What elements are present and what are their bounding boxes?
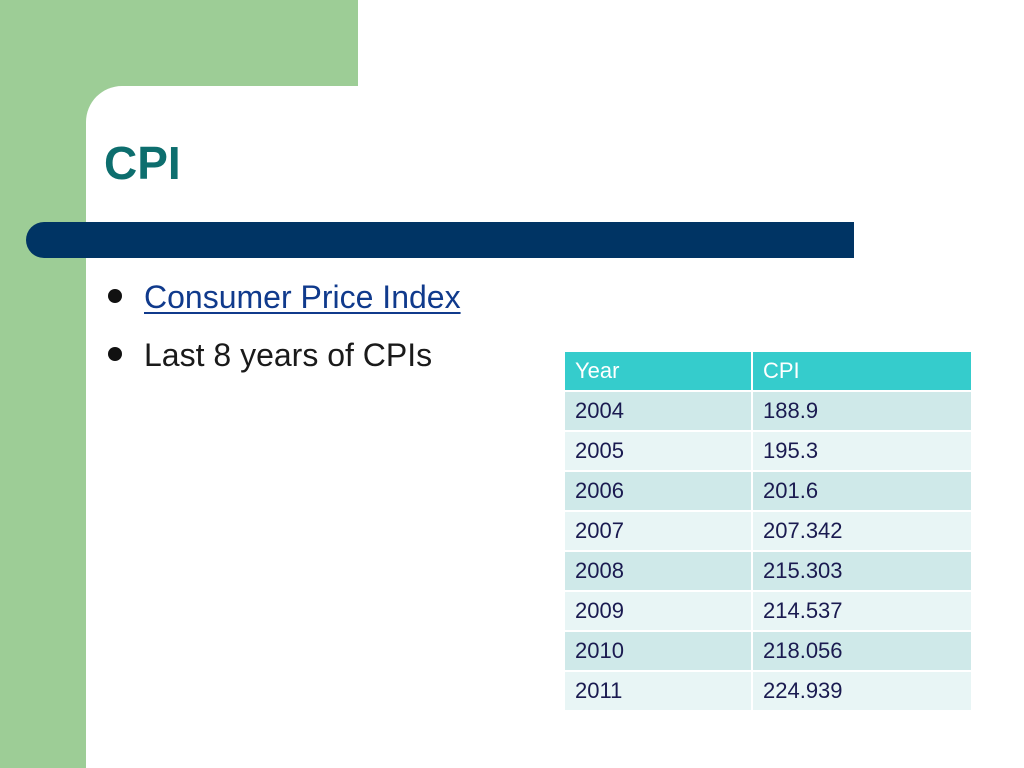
table-row: 2011 224.939 — [563, 670, 973, 712]
white-top-area — [358, 0, 1024, 90]
bullet-list: Consumer Price Index Last 8 years of CPI… — [106, 276, 461, 392]
cell-year: 2009 — [563, 590, 753, 632]
cell-cpi: 188.9 — [751, 390, 973, 432]
cell-cpi: 201.6 — [751, 470, 973, 512]
cell-cpi: 215.303 — [751, 550, 973, 592]
slide-title: CPI — [104, 137, 181, 189]
consumer-price-index-link[interactable]: Consumer Price Index — [144, 279, 461, 315]
cell-year: 2010 — [563, 630, 753, 672]
cpi-table: Year CPI 2004 188.9 2005 195.3 2006 201.… — [563, 350, 973, 712]
table-row: 2008 215.303 — [563, 550, 973, 592]
cell-year: 2008 — [563, 550, 753, 592]
cell-cpi: 195.3 — [751, 430, 973, 472]
bullet-dot-icon — [108, 347, 122, 361]
cell-cpi: 214.537 — [751, 590, 973, 632]
table-row: 2009 214.537 — [563, 590, 973, 632]
cell-year: 2005 — [563, 430, 753, 472]
title-underline-bar — [26, 222, 854, 258]
cell-year: 2004 — [563, 390, 753, 432]
table-row: 2005 195.3 — [563, 430, 973, 472]
cell-year: 2006 — [563, 470, 753, 512]
table-header-row: Year CPI — [563, 350, 973, 392]
table-row: 2007 207.342 — [563, 510, 973, 552]
header-year: Year — [563, 350, 753, 392]
cell-year: 2007 — [563, 510, 753, 552]
table-row: 2010 218.056 — [563, 630, 973, 672]
bullet-dot-icon — [108, 289, 122, 303]
cell-cpi: 207.342 — [751, 510, 973, 552]
cell-year: 2011 — [563, 670, 753, 712]
cell-cpi: 218.056 — [751, 630, 973, 672]
table-row: 2006 201.6 — [563, 470, 973, 512]
cell-cpi: 224.939 — [751, 670, 973, 712]
table-row: 2004 188.9 — [563, 390, 973, 432]
bullet-item-last-8-years: Last 8 years of CPIs — [106, 334, 461, 376]
bullet-item-consumer-price-index: Consumer Price Index — [106, 276, 461, 318]
bullet-text: Last 8 years of CPIs — [144, 337, 433, 373]
header-cpi: CPI — [751, 350, 973, 392]
